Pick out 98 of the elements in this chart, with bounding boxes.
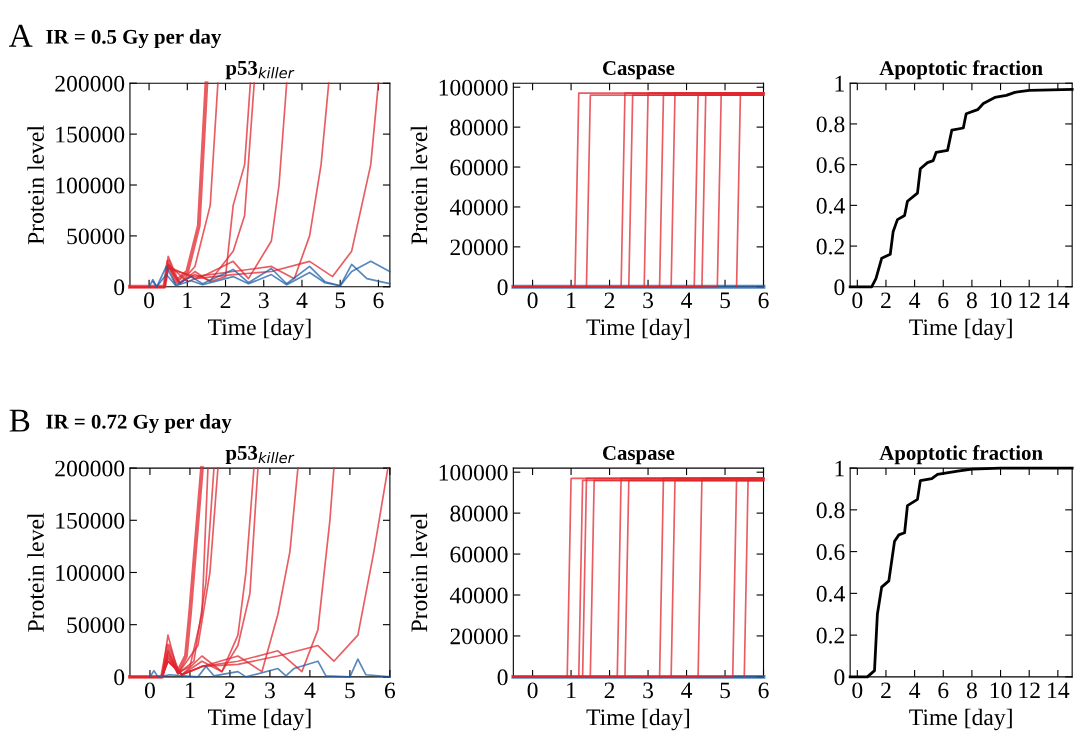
- chart-title: Caspase: [602, 445, 675, 465]
- x-tick-label: 10: [990, 292, 1012, 309]
- x-tick-label: 6: [938, 682, 949, 699]
- text: IR = 0.5 Gy per day: [46, 29, 222, 49]
- x-tick-label: 8: [966, 292, 977, 309]
- y-tick-label: 80000: [450, 119, 508, 136]
- y-tick-label: 100000: [56, 177, 125, 194]
- x-tick-label: 14: [1048, 292, 1070, 309]
- chart-title: p53$_{killer}$: [225, 60, 295, 80]
- y-tick-label: 200000: [55, 75, 125, 92]
- x-axis-title: Time [day]: [207, 318, 311, 341]
- y-axis-title: Protein level: [410, 512, 428, 632]
- y-tick-label: 40000: [449, 199, 508, 216]
- x-tick-label: 4: [681, 292, 693, 309]
- y-tick-label: 0.8: [816, 116, 845, 133]
- x-tick-label: 8: [966, 682, 977, 699]
- y-tick-label: 40000: [449, 587, 508, 604]
- text: B: [9, 409, 30, 432]
- y-tick-label: 50000: [67, 617, 125, 634]
- y-tick-label: 100000: [56, 564, 125, 581]
- y-tick-label: 150000: [56, 126, 125, 143]
- x-axis-title: Time [day]: [207, 708, 311, 731]
- x-tick-label: 1: [567, 682, 576, 699]
- x-tick-label: 6: [384, 682, 396, 699]
- x-axis-title: Time [day]: [909, 318, 1012, 341]
- x-tick-label: 5: [345, 682, 355, 699]
- x-tick-label: 0: [144, 682, 155, 699]
- y-tick-label: 0: [497, 669, 508, 686]
- y-tick-label: 0: [114, 279, 125, 296]
- y-tick-label: 0.8: [816, 502, 845, 519]
- y-tick-label: 200000: [55, 460, 125, 477]
- y-tick-label: 0: [834, 669, 845, 686]
- x-tick-label: 5: [720, 682, 731, 699]
- x-tick-label: 3: [643, 682, 654, 699]
- x-tick-label: 6: [758, 682, 769, 699]
- y-tick-label: 100000: [439, 464, 508, 481]
- x-tick-label: 12: [1019, 682, 1040, 699]
- x-tick-label: 0: [527, 682, 538, 699]
- x-tick-label: 6: [373, 292, 384, 309]
- y-tick-label: 0.2: [816, 627, 844, 644]
- x-tick-label: 0: [852, 292, 863, 309]
- x-tick-label: 0: [144, 292, 155, 309]
- x-tick-label: 3: [258, 292, 269, 309]
- x-axis-title: Time [day]: [586, 708, 690, 731]
- x-tick-label: 6: [938, 292, 949, 309]
- chart-title: Apoptotic fraction: [879, 445, 1043, 465]
- y-tick-label: 0.6: [816, 157, 845, 174]
- text: IR = 0.72 Gy per day: [46, 414, 232, 433]
- y-tick-label: 50000: [67, 228, 125, 245]
- y-tick-label: 0: [834, 279, 845, 296]
- x-tick-label: 0: [527, 292, 538, 309]
- y-tick-label: 80000: [450, 505, 508, 522]
- chart-title: Apoptotic fraction: [879, 60, 1043, 80]
- x-tick-label: 1: [567, 292, 576, 309]
- x-tick-label: 3: [265, 682, 275, 699]
- y-axis-title: Protein level: [27, 512, 44, 632]
- x-axis-title: Time [day]: [586, 318, 690, 341]
- chart-title: p53$_{killer}$: [225, 445, 295, 465]
- y-tick-label: 0.4: [816, 585, 845, 602]
- y-axis-title: Protein level: [27, 125, 44, 245]
- x-tick-label: 14: [1048, 682, 1070, 699]
- y-tick-label: 0.2: [816, 238, 844, 255]
- x-tick-label: 6: [758, 292, 769, 309]
- x-tick-label: 2: [225, 682, 235, 699]
- x-tick-label: 0: [852, 682, 863, 699]
- x-tick-label: 4: [296, 292, 308, 309]
- x-tick-label: 12: [1019, 292, 1040, 309]
- x-tick-label: 4: [304, 682, 316, 699]
- y-tick-label: 1: [835, 460, 844, 477]
- text: A: [8, 24, 33, 47]
- x-tick-label: 1: [186, 682, 195, 699]
- y-tick-label: 1: [835, 75, 844, 92]
- x-tick-label: 4: [681, 682, 693, 699]
- x-tick-label: 2: [881, 682, 891, 699]
- x-tick-label: 2: [220, 292, 231, 309]
- x-tick-label: 3: [643, 292, 654, 309]
- x-tick-label: 10: [990, 682, 1012, 699]
- x-tick-label: 2: [604, 682, 615, 699]
- x-tick-label: 1: [183, 292, 192, 309]
- y-tick-label: 60000: [450, 159, 508, 176]
- y-tick-label: 20000: [450, 239, 508, 256]
- x-tick-label: 4: [909, 682, 921, 699]
- y-tick-label: 0: [497, 279, 508, 296]
- y-axis-title: Protein level: [410, 125, 428, 245]
- y-tick-label: 0.6: [816, 544, 845, 561]
- y-tick-label: 60000: [450, 546, 508, 563]
- chart-title: Caspase: [602, 61, 675, 80]
- x-tick-label: 4: [909, 292, 921, 309]
- x-tick-label: 2: [604, 292, 615, 309]
- y-tick-label: 100000: [439, 79, 508, 96]
- y-tick-label: 0: [114, 669, 125, 686]
- y-tick-label: 0.4: [816, 197, 845, 214]
- x-tick-label: 5: [335, 292, 346, 309]
- y-tick-label: 150000: [56, 512, 125, 529]
- x-axis-title: Time [day]: [909, 708, 1012, 731]
- x-tick-label: 5: [720, 292, 731, 309]
- x-tick-label: 2: [881, 292, 891, 309]
- y-tick-label: 20000: [450, 628, 508, 645]
